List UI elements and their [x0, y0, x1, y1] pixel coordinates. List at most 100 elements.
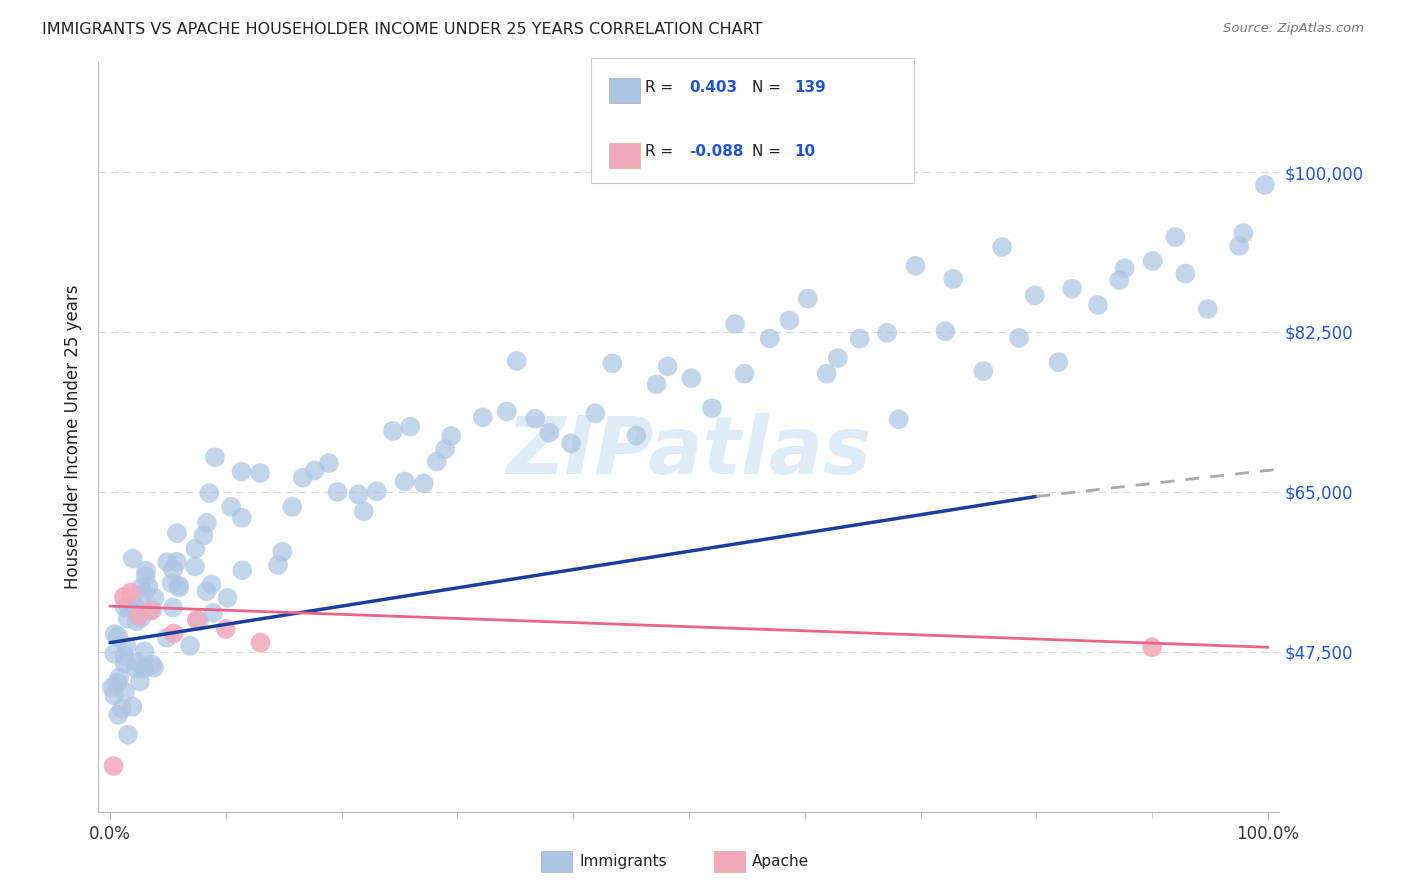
- Point: [125, 614, 148, 628]
- Point: [184, 559, 207, 574]
- Point: [120, 585, 142, 599]
- Point: [778, 313, 800, 327]
- Point: [204, 450, 226, 465]
- Point: [156, 555, 179, 569]
- Point: [1282, 209, 1305, 223]
- Point: [117, 728, 139, 742]
- Point: [876, 326, 898, 340]
- Point: [796, 292, 818, 306]
- Point: [1374, 223, 1396, 237]
- Point: [681, 371, 703, 385]
- Point: [281, 500, 304, 514]
- Point: [583, 406, 606, 420]
- Point: [217, 591, 239, 605]
- Point: [231, 465, 253, 479]
- Text: R =: R =: [645, 80, 679, 95]
- Point: [122, 598, 145, 612]
- Point: [143, 591, 166, 605]
- Point: [132, 587, 155, 601]
- Point: [1254, 178, 1277, 192]
- Point: [827, 351, 849, 366]
- Point: [1114, 261, 1136, 276]
- Point: [1008, 331, 1031, 345]
- Point: [117, 611, 139, 625]
- Text: 139: 139: [794, 80, 827, 95]
- Point: [249, 466, 271, 480]
- Point: [139, 604, 162, 618]
- Point: [121, 699, 143, 714]
- Point: [657, 359, 679, 374]
- Point: [198, 486, 221, 500]
- Point: [538, 425, 561, 440]
- Point: [645, 377, 668, 392]
- Text: Source: ZipAtlas.com: Source: ZipAtlas.com: [1223, 22, 1364, 36]
- Point: [141, 603, 163, 617]
- Point: [114, 685, 136, 699]
- Point: [141, 657, 163, 672]
- Point: [1024, 288, 1046, 302]
- Point: [326, 484, 349, 499]
- Point: [129, 581, 152, 595]
- Point: [904, 259, 927, 273]
- Point: [304, 463, 326, 477]
- Point: [107, 707, 129, 722]
- Point: [1087, 298, 1109, 312]
- Point: [107, 630, 129, 644]
- Point: [129, 674, 152, 689]
- Point: [124, 662, 146, 676]
- Point: [1303, 293, 1326, 307]
- Point: [394, 475, 416, 489]
- Point: [1174, 267, 1197, 281]
- Point: [114, 648, 136, 663]
- Point: [440, 429, 463, 443]
- Point: [366, 484, 388, 499]
- Point: [848, 332, 870, 346]
- Point: [1351, 222, 1374, 236]
- Text: IMMIGRANTS VS APACHE HOUSEHOLDER INCOME UNDER 25 YEARS CORRELATION CHART: IMMIGRANTS VS APACHE HOUSEHOLDER INCOME …: [42, 22, 762, 37]
- Point: [724, 317, 747, 331]
- Point: [103, 759, 125, 773]
- Text: N =: N =: [752, 80, 786, 95]
- Point: [128, 608, 150, 623]
- Point: [163, 626, 186, 640]
- Point: [972, 364, 994, 378]
- Point: [167, 581, 190, 595]
- Point: [991, 240, 1014, 254]
- Point: [942, 272, 965, 286]
- Point: [381, 424, 404, 438]
- Point: [103, 647, 125, 661]
- Point: [291, 471, 314, 485]
- Point: [219, 500, 242, 514]
- Point: [1232, 226, 1254, 240]
- Point: [505, 354, 527, 368]
- Point: [231, 511, 253, 525]
- Point: [1164, 230, 1187, 244]
- Text: N =: N =: [752, 145, 786, 159]
- Point: [202, 606, 225, 620]
- Point: [101, 681, 124, 695]
- Text: Immigrants: Immigrants: [579, 855, 666, 869]
- Point: [135, 569, 157, 583]
- Point: [156, 631, 179, 645]
- Point: [434, 442, 457, 457]
- Point: [267, 558, 290, 572]
- Point: [162, 600, 184, 615]
- Text: -0.088: -0.088: [689, 145, 744, 159]
- Point: [115, 639, 138, 653]
- Point: [143, 660, 166, 674]
- Point: [524, 411, 547, 425]
- Point: [186, 613, 208, 627]
- Point: [121, 551, 143, 566]
- Point: [626, 428, 648, 442]
- Point: [135, 564, 157, 578]
- Point: [195, 516, 218, 530]
- Point: [112, 590, 135, 604]
- Point: [1340, 151, 1362, 165]
- Point: [1197, 301, 1219, 316]
- Point: [1140, 640, 1163, 655]
- Point: [412, 476, 434, 491]
- Point: [162, 563, 184, 577]
- Point: [129, 611, 152, 625]
- Point: [353, 504, 375, 518]
- Point: [1227, 239, 1250, 253]
